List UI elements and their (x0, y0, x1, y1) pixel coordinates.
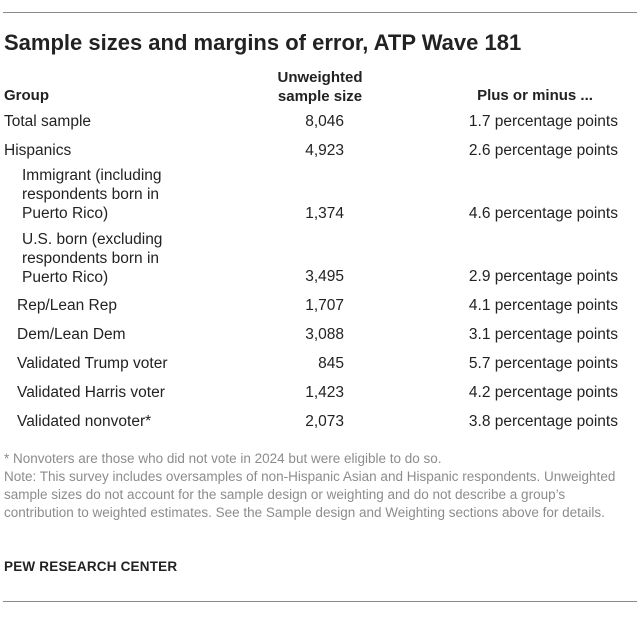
row-label: Rep/Lean Rep (17, 297, 117, 314)
row-label: Dem/Lean Dem (17, 326, 126, 343)
row-label: Immigrant (including respondents born in… (22, 167, 162, 222)
row-margin-of-error: 4.1 percentage points (468, 297, 618, 314)
row-sample-size: 1,374 (305, 205, 344, 222)
row-sample-size: 1,707 (305, 297, 344, 314)
row-label: Validated Harris voter (17, 384, 165, 401)
column-header-group: Group (4, 87, 49, 104)
row-margin-of-error: 1.7 percentage points (468, 113, 618, 130)
row-label: Hispanics (4, 142, 72, 159)
row-sample-size: 845 (318, 355, 344, 372)
row-label: U.S. born (excluding respondents born in… (22, 231, 163, 286)
table-body: Total sample 8,046 1.7 percentage points… (4, 113, 618, 430)
row-sample-size: 8,046 (305, 113, 344, 130)
row-sample-size: 3,495 (305, 268, 344, 285)
source-credit: PEW RESEARCH CENTER (4, 559, 178, 574)
row-margin-of-error: 3.8 percentage points (468, 413, 618, 430)
page-title: Sample sizes and margins of error, ATP W… (4, 30, 522, 55)
row-margin-of-error: 2.6 percentage points (468, 142, 618, 159)
row-margin-of-error: 5.7 percentage points (468, 355, 618, 372)
footnote: * Nonvoters are those who did not vote i… (4, 451, 442, 466)
row-sample-size: 2,073 (305, 413, 344, 430)
column-header-margin-of-error: Plus or minus ... (477, 87, 593, 104)
survey-note: Note: This survey includes oversamples o… (4, 469, 616, 520)
row-margin-of-error: 2.9 percentage points (468, 268, 618, 285)
row-label: Validated nonvoter* (17, 413, 152, 430)
row-sample-size: 3,088 (305, 326, 344, 343)
row-label: Validated Trump voter (17, 355, 168, 372)
top-rule (3, 12, 637, 13)
row-sample-size: 4,923 (305, 142, 344, 159)
row-margin-of-error: 4.6 percentage points (468, 205, 618, 222)
bottom-rule (3, 601, 637, 602)
row-margin-of-error: 4.2 percentage points (468, 384, 618, 401)
notes: * Nonvoters are those who did not vote i… (4, 450, 638, 522)
row-sample-size: 1,423 (305, 384, 344, 401)
row-margin-of-error: 3.1 percentage points (468, 326, 618, 343)
row-label: Total sample (4, 113, 92, 130)
column-header-sample-size: Unweighted sample size (277, 69, 363, 105)
